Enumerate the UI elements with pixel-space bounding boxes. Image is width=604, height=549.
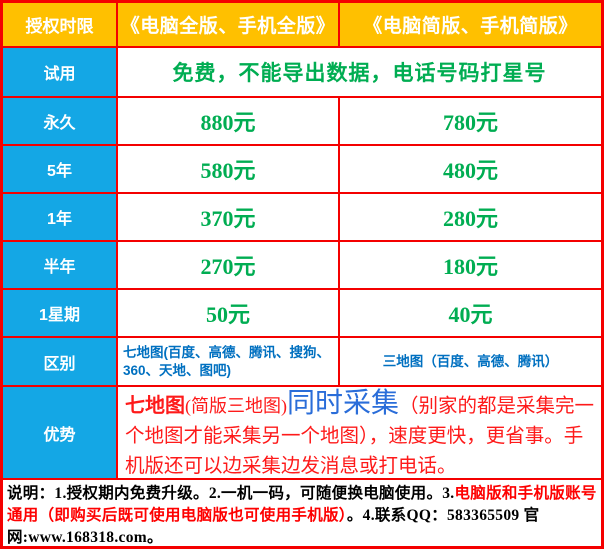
advantage-row: 优势 七地图(简版三地图)同时采集（别家的都是采集完一个地图才能采集另一个地图）… [3,387,601,480]
advantage-text-cell: 七地图(简版三地图)同时采集（别家的都是采集完一个地图才能采集另一个地图），速度… [118,387,601,478]
header-row: 授权时限 《电脑全版、手机全版》 《电脑简版、手机简版》 [3,3,601,48]
trial-row: 试用 免费，不能导出数据，电话号码打星号 [3,48,601,98]
advantage-highlight: 七地图 [125,395,185,417]
simple-version-header-label: 《电脑简版、手机简版》 [363,16,578,37]
price-full-cell: 370元 [118,194,340,240]
footer-note: 说明：1.授权期内免费升级。2.一机一码，可随便换电脑使用。3.电脑版和手机版账… [3,480,601,546]
difference-full-cell: 七地图(百度、高德、腾讯、搜狗、360、天地、图吧) [118,338,340,385]
price-row-label-cell: 半年 [3,242,118,288]
price-full-cell: 50元 [118,290,340,336]
price-simple-cell: 480元 [340,146,601,192]
footer-text: 说明：1.授权期内免费升级。2.一机一码，可随便换电脑使用。3.电脑版和手机版账… [7,485,597,546]
footer-black-part1: 说明：1.授权期内免费升级。2.一机一码，可随便换电脑使用。3. [7,485,455,502]
price-row-halfyear: 半年 270元 180元 [3,242,601,290]
price-row-forever: 永久 880元 780元 [3,98,601,146]
price-row-1year: 1年 370元 280元 [3,194,601,242]
price-full-value: 880元 [200,110,256,135]
advantage-label-cell: 优势 [3,387,118,478]
trial-value-cell: 免费，不能导出数据，电话号码打星号 [118,48,601,96]
advantage-text: 七地图(简版三地图)同时采集（别家的都是采集完一个地图才能采集另一个地图），速度… [125,389,595,478]
simple-version-header-cell: 《电脑简版、手机简版》 [340,3,601,46]
price-row-label-cell: 1年 [3,194,118,240]
footer-red-part: 电脑版和手机版账号通用（即购买后既可使用电脑版也可使用手机版） [7,485,597,524]
full-version-header-label: 《电脑全版、手机全版》 [120,16,336,37]
price-row-label: 5年 [47,163,72,180]
difference-simple-text: 三地图（百度、高德、腾讯） [382,353,559,369]
full-version-header-cell: 《电脑全版、手机全版》 [118,3,340,46]
difference-full-text: 七地图(百度、高德、腾讯、搜狗、360、天地、图吧) [123,344,330,378]
price-row-1week: 1星期 50元 40元 [3,290,601,338]
price-full-value: 580元 [200,158,256,183]
price-simple-value: 480元 [442,158,498,183]
price-row-label-cell: 永久 [3,98,118,144]
duration-header-label: 授权时限 [25,17,94,36]
price-row-label: 永久 [43,115,76,132]
footer-black-part2: 。4.联系QQ：583365509 官网:www.168318.com。 [7,507,540,546]
difference-label-cell: 区别 [3,338,118,385]
price-full-value: 370元 [200,206,256,231]
price-simple-value: 280元 [442,206,498,231]
price-row-label: 1星期 [39,307,80,324]
price-full-cell: 270元 [118,242,340,288]
price-simple-value: 180元 [442,254,498,279]
price-full-value: 50元 [205,302,250,327]
price-simple-cell: 180元 [340,242,601,288]
price-row-label: 半年 [43,259,76,276]
trial-text: 免费，不能导出数据，电话号码打星号 [172,62,547,85]
trial-label: 试用 [43,66,76,83]
price-full-value: 270元 [200,254,256,279]
price-row-5year: 5年 580元 480元 [3,146,601,194]
advantage-label: 优势 [43,426,76,444]
price-full-cell: 880元 [118,98,340,144]
duration-header-cell: 授权时限 [3,3,118,46]
price-row-label-cell: 1星期 [3,290,118,336]
price-row-label: 1年 [47,211,72,228]
price-simple-cell: 780元 [340,98,601,144]
price-simple-cell: 40元 [340,290,601,336]
difference-label: 区别 [43,355,76,373]
price-row-label-cell: 5年 [3,146,118,192]
price-simple-cell: 280元 [340,194,601,240]
price-simple-value: 40元 [448,302,493,327]
difference-row: 区别 七地图(百度、高德、腾讯、搜狗、360、天地、图吧) 三地图（百度、高德、… [3,338,601,387]
trial-label-cell: 试用 [3,48,118,96]
advantage-paren-note: (简版三地图) [185,396,287,416]
advantage-blue-phrase: 同时采集 [287,388,400,419]
advantage-rest: （别家的都是采集完一个地图才能采集另一个地图），速度更快，更省事。手机版还可以边… [125,396,595,477]
price-full-cell: 580元 [118,146,340,192]
price-simple-value: 780元 [442,110,498,135]
difference-simple-cell: 三地图（百度、高德、腾讯） [340,338,601,385]
